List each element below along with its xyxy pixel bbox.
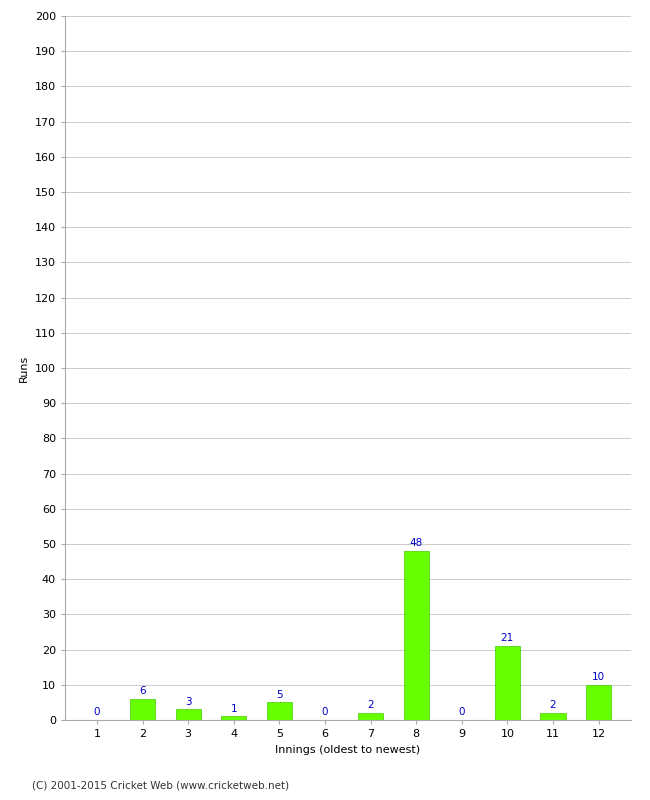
Text: 5: 5 <box>276 690 283 699</box>
Bar <box>221 717 246 720</box>
Text: 0: 0 <box>322 707 328 717</box>
Text: 3: 3 <box>185 697 192 706</box>
Bar <box>176 710 201 720</box>
Text: 2: 2 <box>550 700 556 710</box>
Text: 0: 0 <box>458 707 465 717</box>
Bar <box>540 713 566 720</box>
Text: (C) 2001-2015 Cricket Web (www.cricketweb.net): (C) 2001-2015 Cricket Web (www.cricketwe… <box>32 781 290 790</box>
Text: 10: 10 <box>592 672 605 682</box>
Bar <box>358 713 383 720</box>
Text: 2: 2 <box>367 700 374 710</box>
Bar <box>130 699 155 720</box>
Bar <box>495 646 520 720</box>
Text: 0: 0 <box>94 707 100 717</box>
Text: 6: 6 <box>139 686 146 696</box>
X-axis label: Innings (oldest to newest): Innings (oldest to newest) <box>275 745 421 754</box>
Text: 21: 21 <box>500 634 514 643</box>
Bar <box>404 551 429 720</box>
Bar <box>266 702 292 720</box>
Y-axis label: Runs: Runs <box>20 354 29 382</box>
Text: 1: 1 <box>231 704 237 714</box>
Bar <box>586 685 611 720</box>
Text: 48: 48 <box>410 538 422 548</box>
